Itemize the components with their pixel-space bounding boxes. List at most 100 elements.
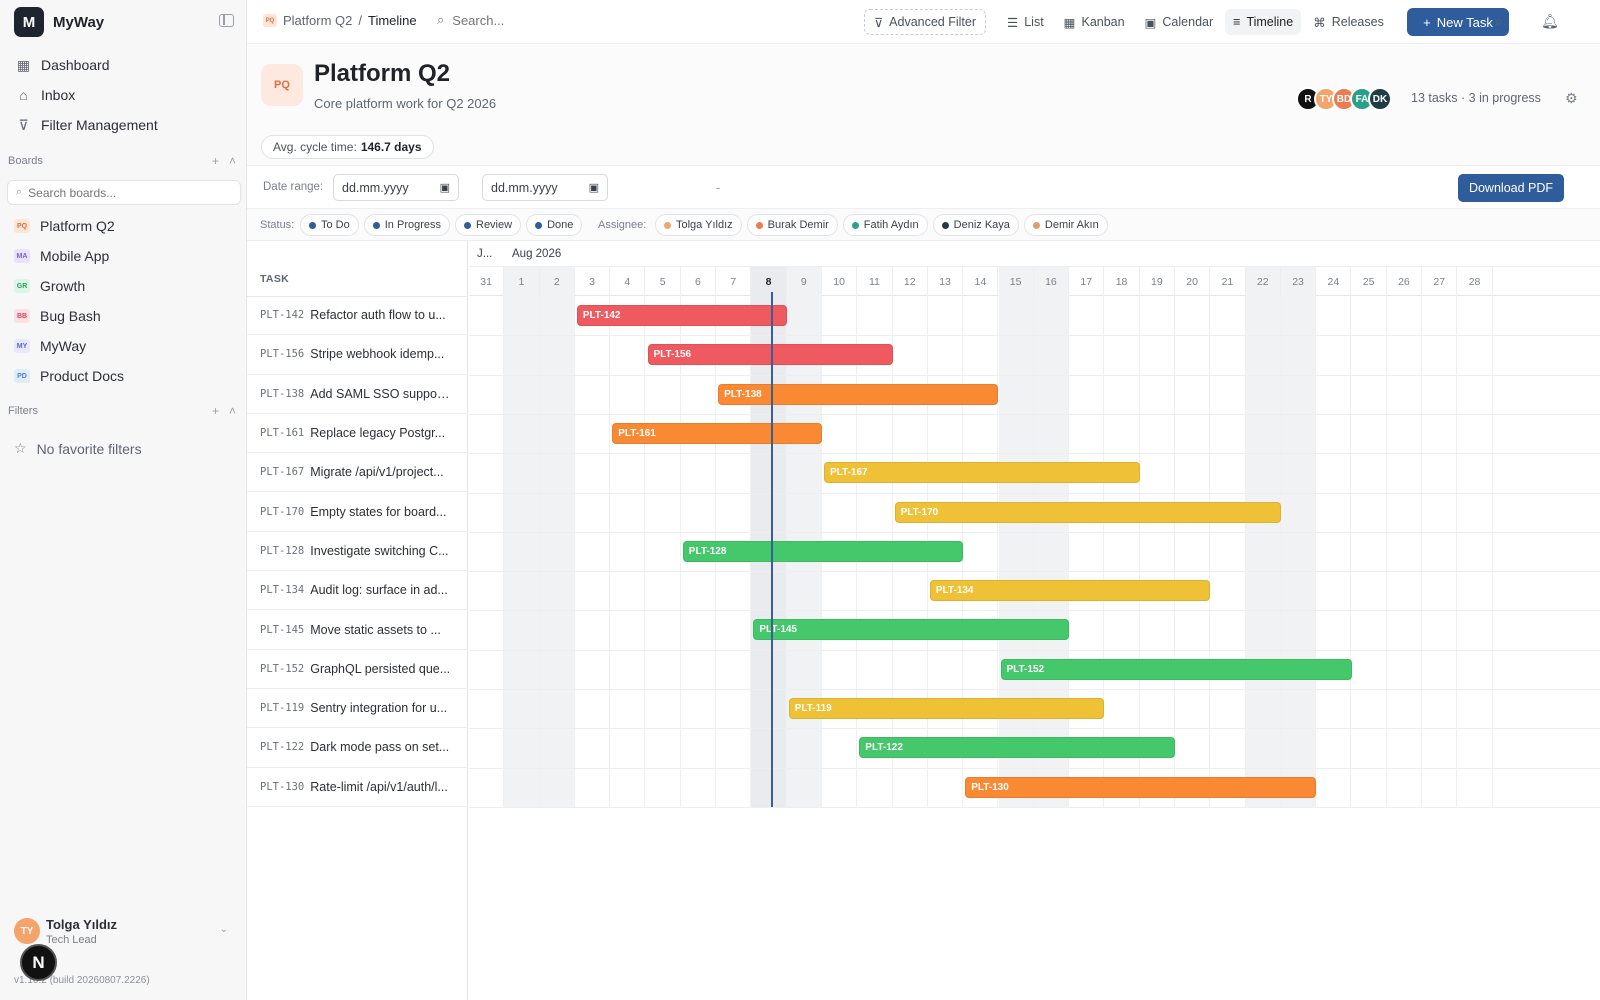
task-bar[interactable]: PLT-134 [929,580,1211,602]
status-chip-to-do[interactable]: To Do [300,214,359,236]
board-item-mobile-app[interactable]: MA Mobile App [8,241,240,271]
task-bar[interactable]: PLT-122 [859,737,1175,759]
day-label: 28 [1457,267,1493,296]
task-bar[interactable]: PLT-138 [718,383,999,405]
task-row[interactable]: PLT-167 Migrate /api/v1/project... [247,453,468,493]
task-row[interactable]: PLT-138 Add SAML SSO suppor... [247,375,468,414]
task-row[interactable]: PLT-170 Empty states for board... [247,493,468,532]
board-item-myway[interactable]: MY MyWay [8,331,240,361]
status-chip-review[interactable]: Review [455,214,522,236]
board-item-growth[interactable]: GR Growth [8,271,240,301]
search-icon[interactable]: ⌕ [1495,13,1503,29]
status-dot-icon [535,221,543,229]
assignee-chip-burak-demir[interactable]: Burak Demir [746,214,838,236]
assignee-chip-tolga-yıldız[interactable]: Tolga Yıldız [655,214,742,236]
date-from-input[interactable]: dd.mm.yyyy ▣ [333,174,459,201]
sidebar-collapse-icon[interactable] [219,14,234,27]
board-item-bug-bash[interactable]: BB Bug Bash [8,301,240,331]
task-row[interactable]: PLT-161 Replace legacy Postgr... [247,414,468,454]
task-bar[interactable]: PLT-161 [612,422,822,444]
board-item-product-docs[interactable]: PD Product Docs [8,361,240,391]
assignee-chip-label: Demir Akın [1044,219,1099,231]
task-id: PLT-122 [260,741,305,754]
task-summary: 13 tasks · 3 in progress [1411,91,1541,105]
task-bar[interactable]: PLT-142 [576,305,787,326]
task-bar[interactable]: PLT-152 [1000,658,1352,680]
timeline-grid[interactable]: J... Aug 2026 31 1 2 3 4 5 6 7 8 9 10 11 12 13 14 15 16 1… [469,241,1600,1000]
advanced-filter-button[interactable]: ⊽ Advanced Filter [864,9,987,35]
board-label: MyWay [40,338,87,354]
task-row[interactable]: PLT-128 Investigate switching C... [247,532,468,572]
user-menu[interactable]: TY Tolga Yıldız Tech Lead ⌄ [14,916,236,950]
global-search[interactable]: ⌕ [437,12,827,28]
add-filter-icon[interactable]: + [211,404,219,418]
day-column [575,296,611,807]
task-bar[interactable]: PLT-167 [824,462,1140,484]
status-dot-icon [941,221,949,229]
task-row[interactable]: PLT-152 GraphQL persisted que... [247,650,468,689]
new-task-button[interactable]: + New Task [1407,8,1509,36]
task-row[interactable]: PLT-134 Audit log: surface in ad... [247,571,468,611]
sidebar-item-label: Inbox [41,87,76,103]
notification-badge-icon[interactable]: N [20,944,57,981]
task-bar[interactable]: PLT-156 [647,344,893,366]
add-board-icon[interactable]: + [211,154,219,168]
global-search-input[interactable] [452,12,803,28]
status-chip-in-progress[interactable]: In Progress [363,214,450,236]
member-avatars[interactable]: R TY BD FA DK [1296,87,1392,111]
tab-list[interactable]: ☰ List [999,9,1052,35]
day-label: 2 [539,267,575,296]
row-divider [469,531,1600,533]
sidebar-item-dashboard[interactable]: ▦ Dashboard [8,50,240,80]
board-item-platform-q2[interactable]: PQ Platform Q2 [8,211,240,241]
breadcrumb-board[interactable]: Platform Q2 [283,13,353,28]
day-column [998,296,1034,807]
assignee-chip-label: Tolga Yıldız [676,219,733,231]
day-column [1280,296,1317,807]
gear-icon[interactable]: ⚙ [1565,90,1578,106]
app-version: v1.10.2 (build 20260807.2226) [14,975,150,986]
bell-icon[interactable]: 🔔︎ [1541,13,1559,29]
plus-icon: + [1423,14,1431,30]
tab-calendar[interactable]: ▣ Calendar [1137,9,1222,35]
board-label: Bug Bash [40,308,101,324]
download-pdf-button[interactable]: Download PDF [1458,174,1564,202]
assignee-chip-fatih-aydın[interactable]: Fatih Aydın [842,214,928,236]
date-to-input[interactable]: dd.mm.yyyy ▣ [482,174,608,201]
task-bar[interactable]: PLT-119 [788,698,1105,719]
collapse-filters-icon[interactable]: ˄ [228,404,236,418]
day-label: 19 [1140,267,1175,296]
task-row[interactable]: PLT-119 Sentry integration for u... [247,689,468,729]
date-from-placeholder: dd.mm.yyyy [342,180,409,195]
task-bar[interactable]: PLT-170 [894,501,1281,523]
tab-timeline[interactable]: ≡ Timeline [1225,9,1302,35]
status-chip-label: Review [476,219,513,231]
day-label: 1 [504,267,540,296]
task-row[interactable]: PLT-145 Move static assets to ... [247,610,468,650]
day-column [469,296,505,807]
task-bar[interactable]: PLT-128 [682,540,964,562]
sidebar-item-filter-management[interactable]: ⊽ Filter Management [8,110,240,140]
tab-releases[interactable]: ⌘ Releases [1305,9,1392,35]
task-row[interactable]: PLT-156 Stripe webhook idemp... [247,335,468,375]
calendar-icon[interactable]: ▣ [588,182,599,194]
task-bar[interactable]: PLT-145 [753,619,1070,641]
task-row[interactable]: PLT-130 Rate-limit /api/v1/auth/l... [247,768,468,807]
avatar[interactable]: DK [1368,87,1392,111]
assignee-chip-deniz-kaya[interactable]: Deniz Kaya [932,214,1019,236]
tab-kanban[interactable]: ▦ Kanban [1056,9,1133,35]
sidebar-item-inbox[interactable]: ⌂ Inbox [8,80,240,110]
task-id: PLT-152 [260,662,305,675]
board-search-input[interactable] [28,185,219,200]
task-row[interactable]: PLT-142 Refactor auth flow to u... [247,296,468,336]
task-row[interactable]: PLT-122 Dark mode pass on set... [247,728,468,768]
day-column [1387,296,1423,807]
brand[interactable]: M MyWay [14,7,104,37]
task-bar[interactable]: PLT-130 [965,776,1317,798]
assignee-chip-demir-akın[interactable]: Demir Akın [1023,214,1108,236]
status-chip-done[interactable]: Done [526,214,583,236]
board-search[interactable]: ⌕ [7,180,241,205]
status-dot-icon [309,221,316,229]
calendar-icon[interactable]: ▣ [439,182,450,194]
collapse-boards-icon[interactable]: ˄ [228,154,236,168]
